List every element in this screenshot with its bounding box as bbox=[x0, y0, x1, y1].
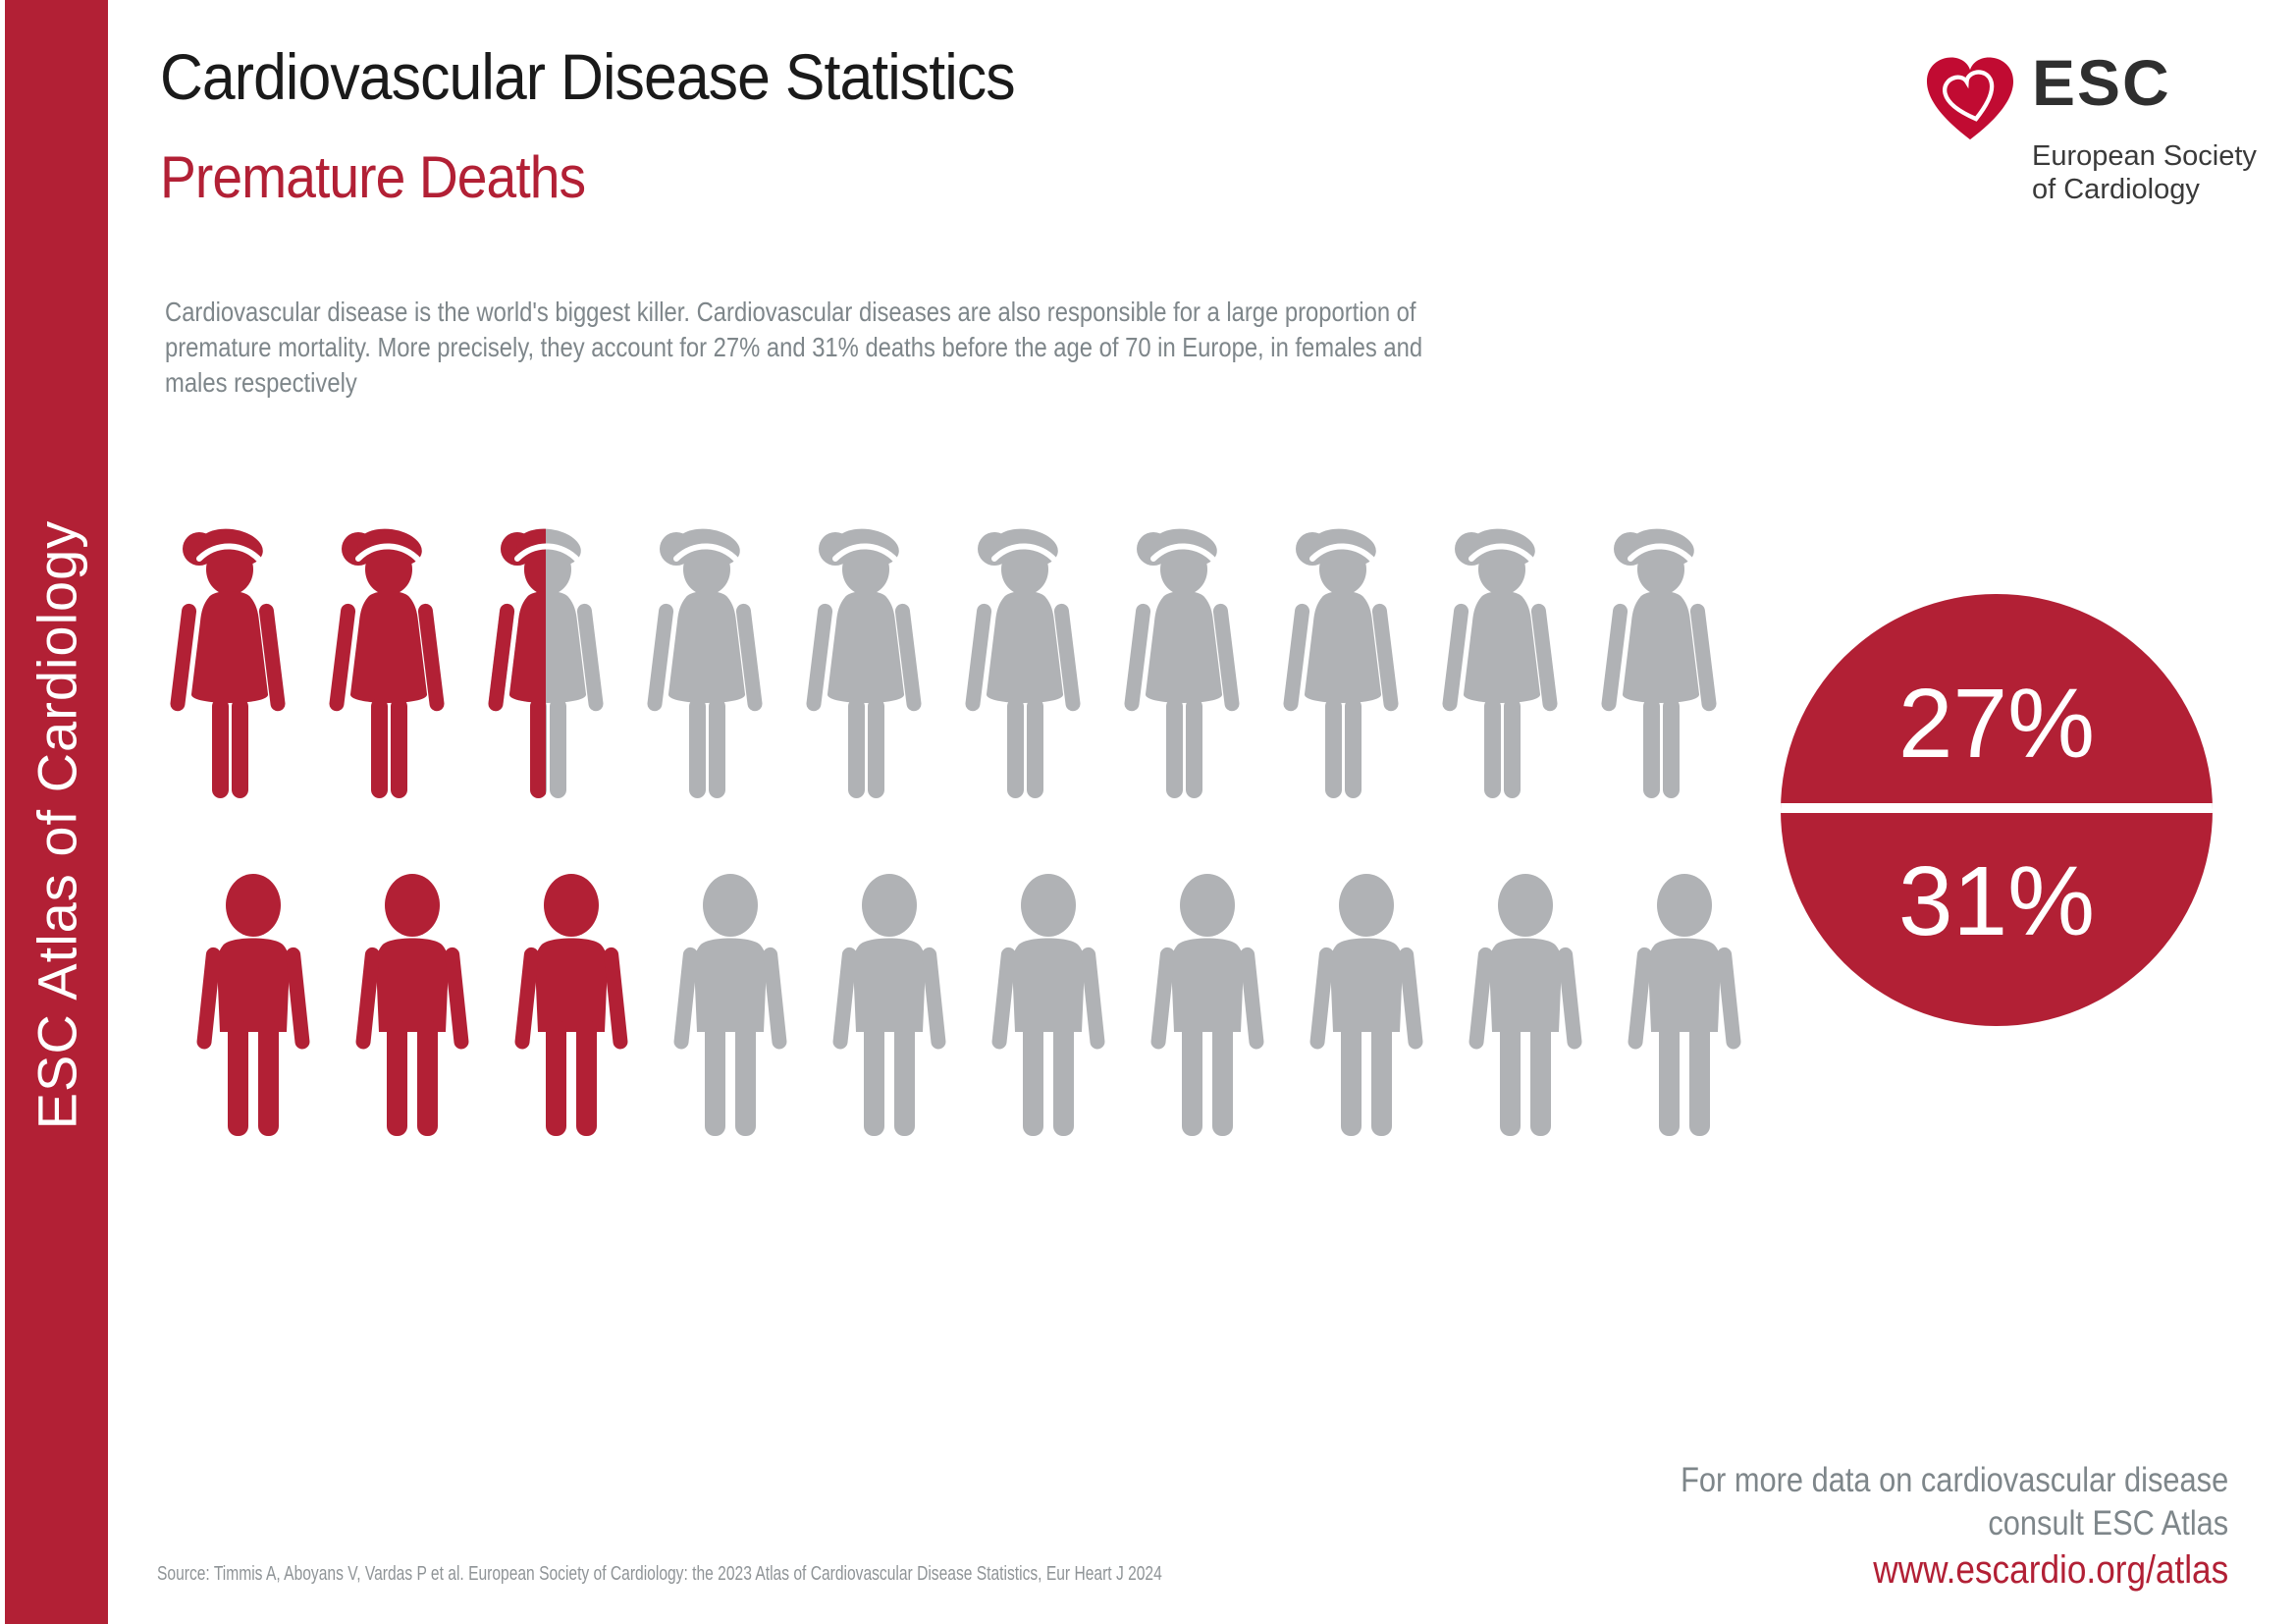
male-figure-2 bbox=[344, 873, 481, 1138]
male-percentage-value: 31% bbox=[1897, 846, 2096, 956]
female-figure-6 bbox=[949, 521, 1096, 801]
female-figure-9 bbox=[1426, 521, 1574, 801]
female-figure-1 bbox=[154, 521, 301, 801]
female-figure-5 bbox=[790, 521, 937, 801]
intro-line-3: males respectively bbox=[165, 367, 357, 398]
source-citation: Source: Timmis A, Aboyans V, Vardas P et… bbox=[157, 1563, 1162, 1585]
page-title: Cardiovascular Disease Statistics bbox=[160, 40, 1016, 113]
escardio-atlas-link[interactable]: www.escardio.org/atlas bbox=[1873, 1548, 2228, 1592]
footer-note-line2: consult ESC Atlas bbox=[1988, 1504, 2228, 1543]
male-figure-8 bbox=[1298, 873, 1435, 1138]
intro-paragraph: Cardiovascular disease is the world's bi… bbox=[165, 295, 1422, 401]
sidebar-band: ESC Atlas of Cardiology bbox=[5, 0, 108, 1624]
esc-logo-name-line1: European Society bbox=[2032, 140, 2257, 172]
esc-heart-icon bbox=[1926, 57, 2014, 140]
male-figure-9 bbox=[1457, 873, 1594, 1138]
male-figure-3 bbox=[503, 873, 640, 1138]
esc-logo-name: European Society of Cardiology bbox=[2032, 139, 2257, 206]
female-figure-10 bbox=[1585, 521, 1733, 801]
esc-logo-acronym: ESC bbox=[2032, 46, 2171, 119]
page-subtitle: Premature Deaths bbox=[160, 144, 586, 210]
female-figure-8 bbox=[1267, 521, 1415, 801]
female-percentage-value: 27% bbox=[1897, 669, 2096, 779]
male-figure-5 bbox=[821, 873, 958, 1138]
intro-line-2: premature mortality. More precisely, the… bbox=[165, 332, 1423, 362]
female-figure-4 bbox=[631, 521, 778, 801]
esc-logo-name-line2: of Cardiology bbox=[2032, 174, 2200, 205]
pictogram-row-males bbox=[185, 873, 1753, 1138]
female-figure-7 bbox=[1108, 521, 1255, 801]
footer-note-line1: For more data on cardiovascular disease bbox=[1680, 1461, 2228, 1499]
male-figure-6 bbox=[980, 873, 1117, 1138]
pictogram-row-females bbox=[154, 521, 1733, 801]
female-figure-3 bbox=[472, 521, 619, 801]
sidebar-label: ESC Atlas of Cardiology bbox=[26, 519, 87, 1130]
male-figure-1 bbox=[185, 873, 322, 1138]
circle-divider bbox=[1781, 803, 2213, 813]
esc-logo: ESC European Society of Cardiology bbox=[1922, 46, 2295, 216]
male-figure-10 bbox=[1616, 873, 1753, 1138]
female-figure-2 bbox=[313, 521, 460, 801]
male-figure-4 bbox=[662, 873, 799, 1138]
male-figure-7 bbox=[1139, 873, 1276, 1138]
percentage-circle: 27% 31% bbox=[1781, 594, 2213, 1026]
intro-line-1: Cardiovascular disease is the world's bi… bbox=[165, 297, 1416, 327]
footer-note: For more data on cardiovascular disease … bbox=[1681, 1459, 2228, 1593]
